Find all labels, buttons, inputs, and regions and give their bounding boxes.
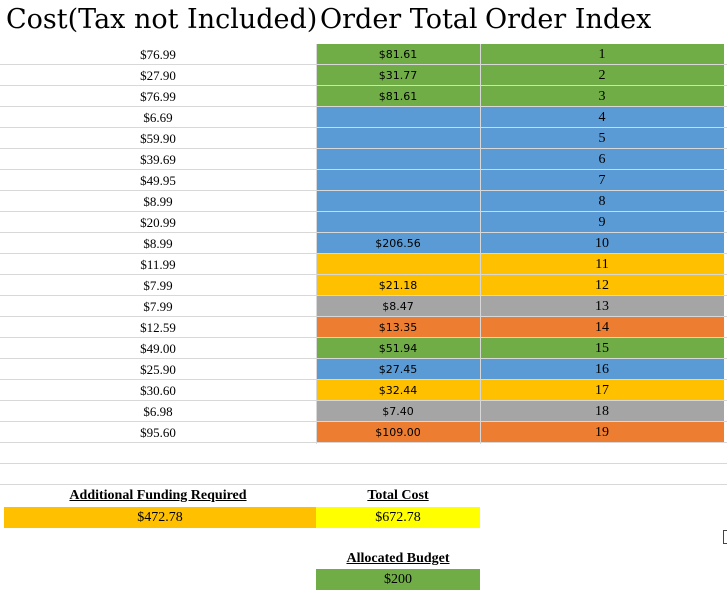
order-total-cell[interactable]: $27.45 xyxy=(316,359,480,379)
order-index-cell[interactable]: 19 xyxy=(480,422,724,442)
header-order-index[interactable]: Order Index xyxy=(485,4,652,35)
header-order-total[interactable]: Order Total xyxy=(320,4,478,35)
additional-funding-label: Additional Funding Required xyxy=(69,488,247,503)
order-total-cell[interactable]: $8.47 xyxy=(316,296,480,316)
cost-cell[interactable]: $49.95 xyxy=(140,173,176,188)
order-total-cell[interactable] xyxy=(316,149,480,169)
table-row: $49.95 7 xyxy=(0,170,727,191)
order-index-cell[interactable]: 7 xyxy=(480,170,724,190)
table-row: $8.99 $206.56 10 xyxy=(0,233,727,254)
order-index-cell[interactable]: 10 xyxy=(480,233,724,253)
order-index-cell[interactable]: 5 xyxy=(480,128,724,148)
cost-cell[interactable]: $12.59 xyxy=(140,320,176,335)
table-row: $25.90 $27.45 16 xyxy=(0,359,727,380)
additional-funding-value[interactable]: $472.78 xyxy=(4,507,316,528)
order-total-cell[interactable]: $13.35 xyxy=(316,317,480,337)
table-row: $95.60 $109.00 19 xyxy=(0,422,727,443)
table-row: $30.60 $32.44 17 xyxy=(0,380,727,401)
cost-cell[interactable]: $25.90 xyxy=(140,362,176,377)
cost-cell[interactable]: $30.60 xyxy=(140,383,176,398)
table-row: $76.99 $81.61 1 xyxy=(0,44,727,65)
order-index-cell[interactable]: 17 xyxy=(480,380,724,400)
order-total-cell[interactable]: $7.40 xyxy=(316,401,480,421)
order-index-cell[interactable]: 15 xyxy=(480,338,724,358)
order-total-cell[interactable]: $109.00 xyxy=(316,422,480,442)
order-index-cell[interactable]: 13 xyxy=(480,296,724,316)
order-index-cell[interactable]: 3 xyxy=(480,86,724,106)
order-index-cell[interactable]: 12 xyxy=(480,275,724,295)
order-total-cell[interactable] xyxy=(316,128,480,148)
allocated-budget-value[interactable]: $200 xyxy=(316,569,480,590)
column-divider xyxy=(480,44,481,444)
cost-cell[interactable]: $76.99 xyxy=(140,47,176,62)
cost-cell[interactable]: $59.90 xyxy=(140,131,176,146)
table-row: $12.59 $13.35 14 xyxy=(0,317,727,338)
allocated-budget-label: Allocated Budget xyxy=(346,551,450,566)
order-index-cell[interactable]: 8 xyxy=(480,191,724,211)
cost-cell[interactable]: $76.99 xyxy=(140,89,176,104)
empty-row xyxy=(0,464,727,485)
table-row: $6.98 $7.40 18 xyxy=(0,401,727,422)
table-row: $8.99 8 xyxy=(0,191,727,212)
table-row: $39.69 6 xyxy=(0,149,727,170)
cost-cell[interactable]: $7.99 xyxy=(143,299,173,314)
cost-cell[interactable]: $6.69 xyxy=(143,110,173,125)
order-total-cell[interactable]: $32.44 xyxy=(316,380,480,400)
table-row: $27.90 $31.77 2 xyxy=(0,65,727,86)
order-total-cell[interactable] xyxy=(316,191,480,211)
cell-selection-edge xyxy=(723,530,727,544)
cost-cell[interactable]: $7.99 xyxy=(143,278,173,293)
table-row: $7.99 $8.47 13 xyxy=(0,296,727,317)
order-total-cell[interactable] xyxy=(316,212,480,232)
total-cost-value[interactable]: $672.78 xyxy=(316,507,480,528)
order-total-cell[interactable] xyxy=(316,170,480,190)
order-total-cell[interactable]: $206.56 xyxy=(316,233,480,253)
order-index-cell[interactable]: 16 xyxy=(480,359,724,379)
cost-cell[interactable]: $11.99 xyxy=(140,257,176,272)
order-total-cell[interactable]: $81.61 xyxy=(316,86,480,106)
cost-cell[interactable]: $27.90 xyxy=(140,68,176,83)
order-total-cell[interactable]: $51.94 xyxy=(316,338,480,358)
table-row: $7.99 $21.18 12 xyxy=(0,275,727,296)
order-index-cell[interactable]: 11 xyxy=(480,254,724,274)
order-index-cell[interactable]: 6 xyxy=(480,149,724,169)
cost-cell[interactable]: $8.99 xyxy=(143,194,173,209)
order-index-cell[interactable]: 2 xyxy=(480,65,724,85)
table-row: $20.99 9 xyxy=(0,212,727,233)
table-row: $49.00 $51.94 15 xyxy=(0,338,727,359)
order-total-cell[interactable]: $81.61 xyxy=(316,44,480,64)
cost-cell[interactable]: $95.60 xyxy=(140,425,176,440)
order-total-cell[interactable] xyxy=(316,107,480,127)
order-index-cell[interactable]: 14 xyxy=(480,317,724,337)
table-row: $6.69 4 xyxy=(0,107,727,128)
cost-cell[interactable]: $39.69 xyxy=(140,152,176,167)
table-row: $76.99 $81.61 3 xyxy=(0,86,727,107)
header-cost[interactable]: Cost(Tax not Included) xyxy=(6,4,318,35)
total-cost-label: Total Cost xyxy=(367,488,429,503)
empty-row xyxy=(0,443,727,464)
order-total-cell[interactable]: $31.77 xyxy=(316,65,480,85)
order-index-cell[interactable]: 9 xyxy=(480,212,724,232)
order-index-cell[interactable]: 4 xyxy=(480,107,724,127)
column-divider xyxy=(316,44,317,444)
order-total-cell[interactable]: $21.18 xyxy=(316,275,480,295)
order-total-cell[interactable] xyxy=(316,254,480,274)
cost-cell[interactable]: $49.00 xyxy=(140,341,176,356)
cost-cell[interactable]: $20.99 xyxy=(140,215,176,230)
table-row: $11.99 11 xyxy=(0,254,727,275)
cost-cell[interactable]: $6.98 xyxy=(143,404,173,419)
order-index-cell[interactable]: 18 xyxy=(480,401,724,421)
cost-cell[interactable]: $8.99 xyxy=(143,236,173,251)
table-row: $59.90 5 xyxy=(0,128,727,149)
order-index-cell[interactable]: 1 xyxy=(480,44,724,64)
